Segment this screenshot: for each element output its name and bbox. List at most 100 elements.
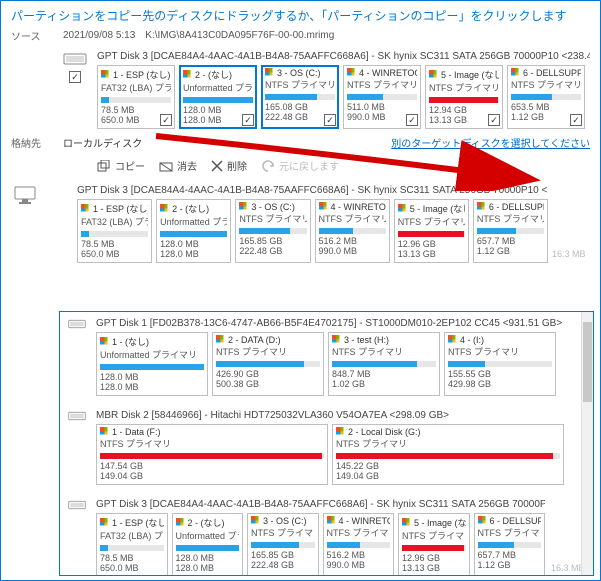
partition-used: 511.0 MB bbox=[347, 102, 385, 112]
partition[interactable]: 6 - DELLSUPPO NTFS プライマリ 657.7 MB 1.12 G… bbox=[474, 513, 546, 576]
partition[interactable]: 2 - (なし) Unformatted プライマリ 128.0 MB 128.… bbox=[156, 199, 231, 263]
usage-bar bbox=[347, 94, 417, 100]
disk-row[interactable]: GPT Disk 3 [DCAE84A4-4AAC-4A1B-B4A8-75AA… bbox=[66, 497, 587, 576]
usage-bar bbox=[239, 228, 306, 234]
partition-total: 222.48 GB bbox=[265, 112, 308, 122]
partition[interactable]: 5 - Image (なし) NTFS プライマリ 12.96 GB 13.13… bbox=[394, 199, 469, 263]
partition[interactable]: 1 - ESP (なし) FAT32 (LBA) プライマリ 78.5 MB 6… bbox=[77, 199, 152, 263]
partition[interactable]: 6 - DELLSUPPORT NTFS プライマリ 653.5 MB 1.12… bbox=[507, 65, 585, 129]
partition-total: 429.98 GB bbox=[448, 379, 491, 389]
partition[interactable]: 1 - (なし) Unformatted プライマリ 128.0 MB 128.… bbox=[96, 332, 208, 396]
partition[interactable]: 1 - ESP (なし) FAT32 (LBA) プライマリ 78.5 MB 6… bbox=[96, 513, 168, 576]
source-disk-checkbox[interactable] bbox=[69, 71, 81, 83]
partition[interactable]: 2 - Local Disk (G:) NTFS プライマリ 145.22 GB… bbox=[332, 424, 564, 485]
usage-bar bbox=[101, 97, 171, 103]
partition-total: 222.48 GB bbox=[251, 560, 294, 570]
partition-num: 2 - (なし) bbox=[195, 68, 232, 81]
scrollbar[interactable] bbox=[581, 312, 593, 575]
partition[interactable]: 1 - ESP (なし) FAT32 (LBA) プライマリ 78.5 MB 6… bbox=[97, 65, 175, 129]
toolbar: コピー 消去 削除 元に戻します bbox=[97, 154, 339, 177]
partition-used: 128.0 MB bbox=[183, 105, 222, 115]
partition-total: 650.0 MB bbox=[101, 115, 140, 125]
partition-used: 145.22 GB bbox=[336, 461, 379, 471]
partition-used: 78.5 MB bbox=[101, 105, 135, 115]
partition-fs: NTFS プライマリ bbox=[402, 529, 466, 542]
partition[interactable]: 3 - OS (C:) NTFS プライマリ 165.85 GB 222.48 … bbox=[235, 199, 310, 263]
partition-num: 5 - Image (なし) bbox=[414, 516, 466, 529]
partition[interactable]: 2 - (なし) Unformatted プライマリ 128.0 MB 128.… bbox=[179, 65, 257, 129]
partition[interactable]: 6 - DELLSUPPOF NTFS プライマリ 657.7 MB 1.12 … bbox=[473, 199, 548, 263]
partition[interactable]: 1 - Data (F:) NTFS プライマリ 147.54 GB 149.0… bbox=[96, 424, 328, 485]
partition-used: 848.7 MB bbox=[332, 369, 371, 379]
partition[interactable]: 3 - test (H:) NTFS プライマリ 848.7 MB 1.02 G… bbox=[328, 332, 440, 396]
partition-checkbox[interactable] bbox=[324, 114, 336, 126]
partition-num: 1 - ESP (なし) bbox=[112, 516, 164, 529]
erase-icon bbox=[159, 160, 173, 172]
windows-icon bbox=[100, 427, 110, 437]
partition-checkbox[interactable] bbox=[570, 114, 582, 126]
select-target-link[interactable]: 別のターゲットディスクを選択してください bbox=[391, 135, 590, 150]
partition-fs: NTFS プライマリ bbox=[477, 212, 544, 225]
usage-bar bbox=[327, 542, 391, 548]
partition[interactable]: 3 - OS (C:) NTFS プライマリ 165.85 GB 222.48 … bbox=[247, 513, 319, 576]
partition-fs: NTFS プライマリ bbox=[336, 437, 560, 450]
partition-num: 1 - ESP (なし) bbox=[113, 68, 170, 81]
partition[interactable]: 5 - Image (なし) NTFS プライマリ 12.94 GB 13.13… bbox=[425, 65, 503, 129]
windows-icon bbox=[336, 427, 346, 437]
partition-total: 149.04 GB bbox=[336, 471, 379, 481]
target-label: 格納先 bbox=[11, 135, 53, 150]
source-disk-icon bbox=[61, 49, 89, 83]
partition-num: 4 - WINRETOOL bbox=[339, 516, 391, 526]
partition-used: 657.7 MB bbox=[477, 236, 516, 246]
partition-fs: NTFS プライマリ bbox=[448, 345, 552, 358]
partition-fs: NTFS プライマリ bbox=[398, 215, 465, 228]
windows-icon bbox=[251, 516, 261, 526]
partition-num: 3 - OS (C:) bbox=[277, 68, 321, 78]
partition-checkbox[interactable] bbox=[406, 114, 418, 126]
partition-total: 13.13 GB bbox=[429, 115, 467, 125]
copy-button[interactable]: コピー bbox=[97, 158, 145, 173]
disk-title: GPT Disk 1 [FD02B378-13C6-4747-AB66-B5F4… bbox=[96, 316, 587, 332]
partition[interactable]: 4 - WINRETOOL NTFS プライマリ 516.2 MB 990.0 … bbox=[315, 199, 390, 263]
disk-row[interactable]: GPT Disk 1 [FD02B378-13C6-4747-AB66-B5F4… bbox=[66, 316, 587, 402]
partition-fs: Unformatted プライマリ bbox=[176, 529, 240, 542]
partition-checkbox[interactable] bbox=[242, 114, 254, 126]
delete-button[interactable]: 削除 bbox=[211, 158, 247, 173]
partition-row: 1 - ESP (なし) FAT32 (LBA) プライマリ 78.5 MB 6… bbox=[96, 513, 545, 576]
partition-num: 3 - test (H:) bbox=[344, 335, 389, 345]
partition[interactable]: 4 - WINRETOOL NTFS プライマリ 516.2 MB 990.0 … bbox=[323, 513, 395, 576]
partition-used: 12.94 GB bbox=[429, 105, 467, 115]
partition-num: 4 - WINRETOOL bbox=[331, 202, 386, 212]
disk-list-panel: GPT Disk 1 [FD02B378-13C6-4747-AB66-B5F4… bbox=[59, 311, 594, 576]
partition-used: 165.08 GB bbox=[265, 102, 308, 112]
disk-row[interactable]: MBR Disk 2 [58446966] - Hitachi HDT72503… bbox=[66, 408, 587, 491]
partition-num: 2 - Local Disk (G:) bbox=[348, 427, 421, 437]
partition-used: 657.7 MB bbox=[478, 550, 517, 560]
partition[interactable]: 2 - (なし) Unformatted プライマリ 128.0 MB 128.… bbox=[172, 513, 244, 576]
partition-num: 4 - WINRETOOLS bbox=[359, 68, 417, 78]
partition[interactable]: 5 - Image (なし) NTFS プライマリ 12.96 GB 13.13… bbox=[398, 513, 470, 576]
usage-bar bbox=[402, 545, 466, 551]
partition-num: 3 - OS (C:) bbox=[263, 516, 307, 526]
partition[interactable]: 2 - DATA (D:) NTFS プライマリ 426.90 GB 500.3… bbox=[212, 332, 324, 396]
windows-icon bbox=[511, 68, 521, 78]
windows-icon bbox=[81, 204, 91, 214]
windows-icon bbox=[448, 335, 458, 345]
partition-checkbox[interactable] bbox=[488, 114, 500, 126]
partition[interactable]: 4 - (I:) NTFS プライマリ 155.55 GB 429.98 GB bbox=[444, 332, 556, 396]
usage-bar bbox=[251, 542, 315, 548]
partition[interactable]: 4 - WINRETOOLS NTFS プライマリ 511.0 MB 990.0… bbox=[343, 65, 421, 129]
partition-fs: NTFS プライマリ bbox=[239, 212, 306, 225]
partition[interactable]: 3 - OS (C:) NTFS プライマリ 165.08 GB 222.48 … bbox=[261, 65, 339, 129]
partition-used: 165.85 GB bbox=[251, 550, 294, 560]
erase-button[interactable]: 消去 bbox=[159, 158, 197, 173]
usage-bar bbox=[100, 453, 324, 459]
partition-checkbox[interactable] bbox=[160, 114, 172, 126]
windows-icon bbox=[398, 204, 408, 214]
target-partition-row: 1 - ESP (なし) FAT32 (LBA) プライマリ 78.5 MB 6… bbox=[77, 199, 548, 263]
windows-icon bbox=[100, 337, 110, 347]
usage-bar bbox=[429, 97, 499, 103]
delete-icon bbox=[211, 160, 223, 172]
usage-bar bbox=[216, 361, 320, 367]
source-label: ソース bbox=[11, 28, 53, 43]
